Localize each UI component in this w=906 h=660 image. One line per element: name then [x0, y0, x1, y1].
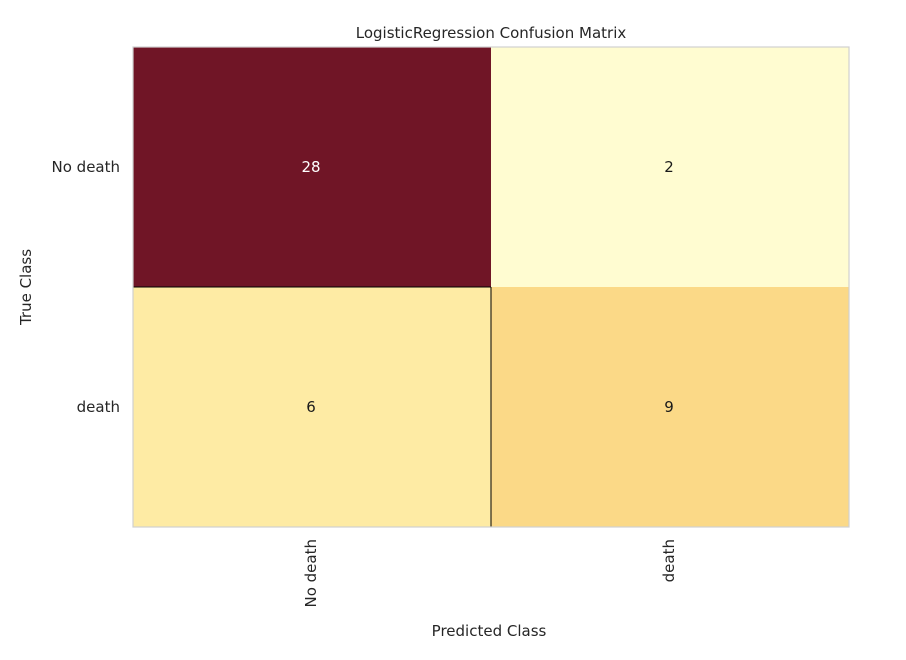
- cell-value-labels: 28 2 6 9: [301, 158, 673, 416]
- y-tick-labels: No death death: [52, 158, 121, 416]
- y-axis-label: True Class: [17, 249, 35, 326]
- cell-value-0-0: 28: [301, 158, 320, 176]
- x-axis-label: Predicted Class: [432, 622, 547, 640]
- y-tick-label-0: No death: [52, 158, 121, 176]
- x-tick-label-1: death: [660, 539, 678, 582]
- chart-title: LogisticRegression Confusion Matrix: [356, 24, 627, 42]
- cell-1-0: [133, 287, 491, 527]
- cell-0-1: [491, 47, 849, 287]
- cell-value-1-1: 9: [664, 398, 674, 416]
- heatmap-gridlines: [133, 286, 492, 527]
- plot-frame: [132, 46, 850, 528]
- heatmap-cells: [133, 47, 849, 527]
- y-tick-label-1: death: [77, 398, 120, 416]
- x-tick-label-0: No death: [302, 539, 320, 608]
- cell-value-0-1: 2: [664, 158, 674, 176]
- cell-1-1: [491, 287, 849, 527]
- cell-value-1-0: 6: [306, 398, 316, 416]
- cell-0-0: [133, 47, 491, 287]
- x-tick-labels: No death death: [302, 539, 678, 608]
